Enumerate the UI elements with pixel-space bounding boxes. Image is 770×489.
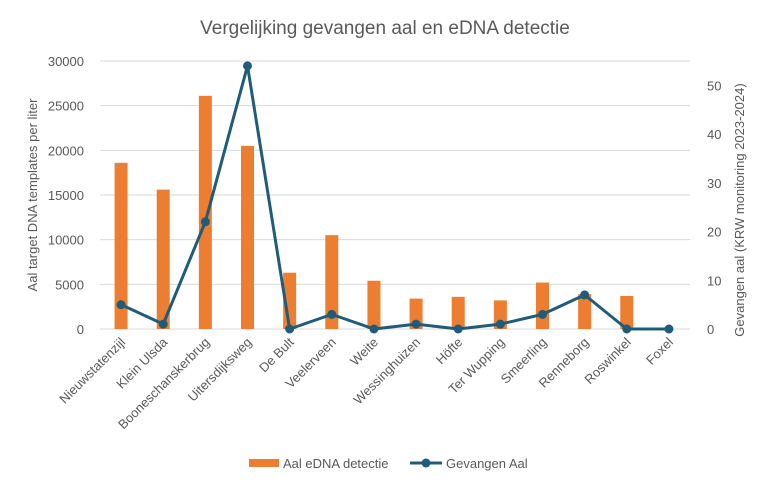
marker-booneschanskerbrug	[200, 217, 210, 227]
marker-veelerveen	[327, 309, 337, 319]
right-axis-ticks: 0 10 20 30 40 50	[707, 78, 721, 337]
bar-uitersdijksweg	[241, 145, 254, 329]
left-tick-label: 10000	[48, 233, 84, 248]
marker-weite	[369, 324, 379, 334]
right-tick-label: 0	[707, 322, 714, 337]
category-label: Nieuwstatenzijl	[56, 334, 128, 406]
right-tick-label: 40	[707, 127, 721, 142]
bar-roswinkel	[620, 295, 634, 329]
right-tick-label: 30	[707, 176, 721, 191]
marker-uitersdijksweg	[243, 61, 252, 71]
marker-foxel	[664, 324, 674, 334]
left-tick-label: 25000	[48, 99, 84, 114]
right-tick-label: 50	[707, 78, 721, 93]
right-tick-label: 10	[707, 273, 721, 288]
marker-de-bult	[285, 324, 295, 334]
marker-klein-ulsda	[158, 319, 168, 329]
legend-label-gevangen: Gevangen Aal	[446, 456, 528, 471]
category-label: Roswinkel	[581, 334, 634, 387]
category-label: Weite	[347, 335, 381, 369]
right-tick-label: 20	[707, 225, 721, 240]
legend: Aal eDNA detectie Gevangen Aal	[249, 456, 528, 471]
bar-klein-ulsda	[156, 189, 170, 329]
marker-wessinghuizen	[411, 319, 421, 329]
left-tick-label: 0	[77, 322, 84, 337]
gevangen-aal-line	[120, 64, 669, 331]
marker-nieuwstatenzijl	[116, 300, 126, 310]
category-label: De Bult	[256, 334, 297, 375]
marker-h-fte	[453, 324, 463, 334]
gridlines	[100, 60, 690, 330]
left-axis-title: Aal target DNA templates per liter	[25, 98, 40, 292]
bar-weite	[367, 280, 381, 329]
bar-nieuwstatenzijl	[114, 162, 128, 329]
marker-ter-wupping	[495, 319, 505, 329]
line-series	[116, 61, 674, 334]
left-tick-label: 30000	[48, 54, 84, 69]
left-tick-label: 15000	[48, 188, 84, 203]
category-label: Foxel	[643, 334, 676, 367]
bar-h-fte	[451, 296, 465, 329]
right-axis-title: Gevangen aal (KRW monitoring 2023-2024)	[732, 83, 747, 336]
bar-smeerling	[536, 282, 549, 329]
marker-roswinkel	[622, 324, 632, 334]
legend-marker	[421, 458, 431, 468]
left-axis-ticks: 0 5000 10000 15000 20000 25000 30000	[48, 54, 84, 337]
left-tick-label: 5000	[55, 277, 84, 292]
bar-series	[114, 95, 634, 329]
chart-title: Vergelijking gevangen aal en eDNA detect…	[200, 18, 570, 39]
left-tick-label: 20000	[48, 143, 84, 158]
category-label: Höfte	[433, 335, 466, 368]
bar-veelerveen	[325, 235, 339, 329]
marker-smeerling	[538, 309, 547, 319]
marker-renneborg	[580, 290, 590, 300]
bar-renneborg	[578, 294, 592, 329]
bar-booneschanskerbrug	[198, 95, 212, 329]
legend-label-edna: Aal eDNA detectie	[283, 456, 389, 471]
legend-bar-swatch	[249, 459, 279, 467]
